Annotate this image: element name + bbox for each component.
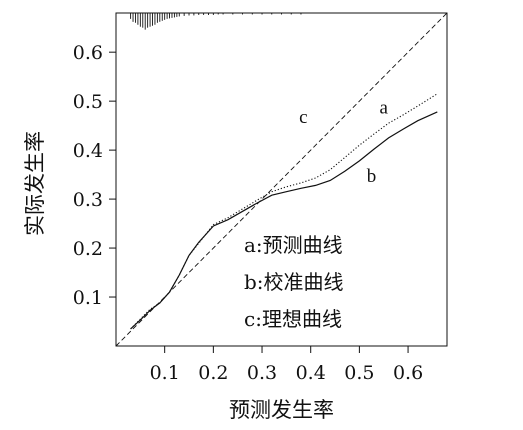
curve-label-c: c: [299, 107, 307, 128]
x-tick-label: 0.6: [393, 362, 423, 384]
y-axis: 0.1 0.2 0.3 0.4 0.5 0.6: [73, 42, 116, 309]
curve-label-a: a: [380, 97, 389, 118]
x-axis-title: 预测发生率: [229, 398, 334, 422]
y-tick-label: 0.5: [73, 91, 103, 113]
y-axis-title: 实际发生率: [23, 131, 47, 236]
y-tick-label: 0.1: [73, 287, 103, 309]
series-b-line: [130, 111, 438, 330]
x-tick-label: 0.5: [344, 362, 374, 384]
x-tick-label: 0.3: [247, 362, 277, 384]
y-tick-label: 0.4: [73, 140, 103, 162]
x-tick-label: 0.4: [296, 362, 326, 384]
series-c-line: [115, 12, 448, 347]
curve-label-b: b: [367, 166, 377, 187]
legend-entry-a: a:预测曲线: [244, 233, 343, 257]
y-tick-label: 0.3: [73, 189, 103, 211]
curve-labels: a b c: [299, 97, 388, 187]
y-tick-label: 0.6: [73, 42, 103, 64]
series-layer: [115, 12, 448, 347]
legend-entry-c: c:理想曲线: [244, 307, 342, 331]
x-tick-label: 0.1: [150, 362, 180, 384]
rug-marks: [130, 13, 302, 30]
y-tick-label: 0.2: [73, 238, 103, 260]
x-axis: 0.1 0.2 0.3 0.4 0.5 0.6: [150, 346, 423, 384]
legend: a:预测曲线 b:校准曲线 c:理想曲线: [244, 233, 344, 331]
legend-entry-b: b:校准曲线: [244, 270, 344, 294]
x-tick-label: 0.2: [198, 362, 228, 384]
